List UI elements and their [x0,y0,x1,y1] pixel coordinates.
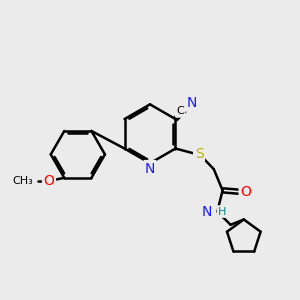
Text: O: O [44,174,54,188]
Text: CH₃: CH₃ [12,176,33,186]
Text: N: N [202,205,212,218]
Text: S: S [195,147,203,161]
Text: C: C [176,106,184,116]
Text: O: O [240,185,251,199]
Text: H: H [218,206,226,217]
Text: N: N [145,161,155,176]
Text: N: N [186,96,197,110]
